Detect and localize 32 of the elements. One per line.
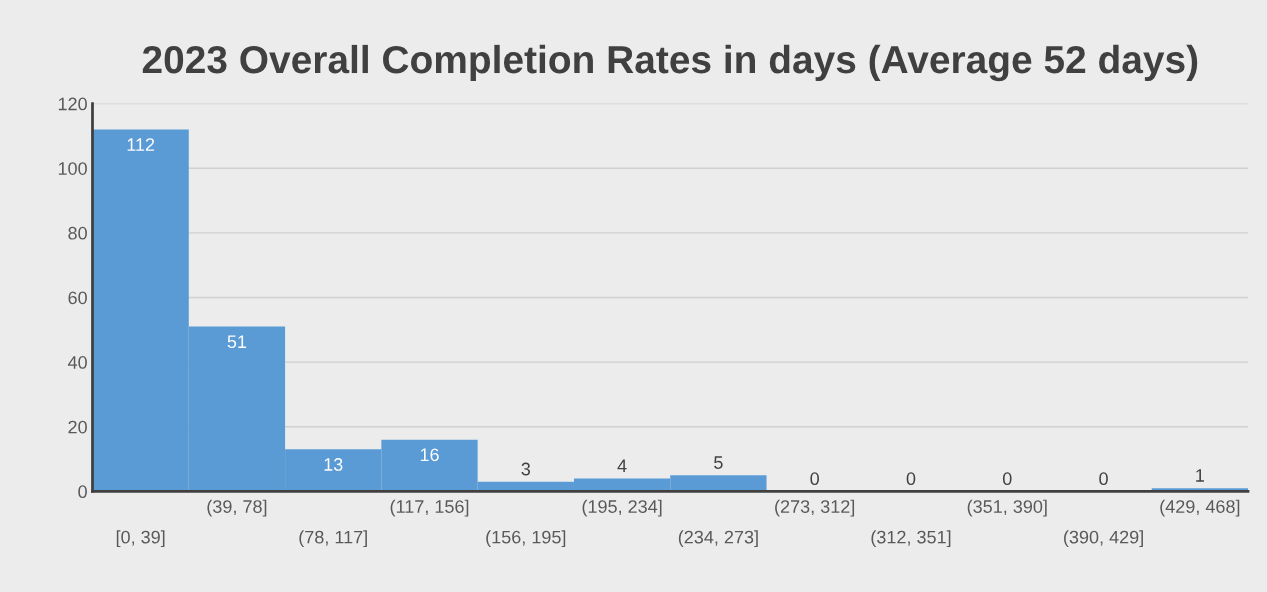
y-tick-label: 80 [68, 226, 87, 240]
x-tick-label: [0, 39] [116, 530, 165, 548]
data-label: 1 [1196, 469, 1204, 482]
data-label: 51 [227, 335, 247, 349]
x-tick-label: (390, 429] [1064, 530, 1143, 548]
data-label: 4 [617, 459, 627, 472]
data-label: 3 [521, 462, 531, 476]
x-tick-label: (429, 468] [1160, 499, 1240, 517]
x-tick-label: (234, 273] [678, 530, 758, 548]
y-tick-label: 120 [58, 97, 87, 111]
chart-title: 2023 Overall Completion Rates in days (Average 52 days) [142, 44, 1198, 82]
data-label: 0 [906, 472, 916, 486]
data-label: 112 [127, 138, 155, 151]
x-tick-label: (78, 117] [299, 530, 367, 548]
data-label: 0 [810, 472, 819, 486]
data-label: 0 [1099, 472, 1108, 486]
y-tick-label: 20 [68, 420, 87, 434]
data-label: 5 [714, 456, 723, 469]
x-tick-label: (351, 390] [967, 499, 1047, 517]
y-tick-label: 40 [67, 356, 87, 369]
data-label: 13 [324, 458, 343, 471]
x-tick-label: (273, 312] [775, 499, 855, 517]
y-tick-label: 60 [68, 291, 87, 305]
x-tick-label: (312, 351] [871, 530, 951, 548]
y-tick-label: 100 [58, 162, 87, 175]
x-tick-label: (195, 234] [582, 499, 662, 517]
data-label: 0 [1002, 472, 1012, 486]
x-tick-label: (156, 195] [486, 530, 566, 548]
x-tick-label: (117, 156] [390, 499, 469, 517]
x-tick-label: (39, 78] [207, 499, 267, 517]
y-tick-label: 0 [78, 485, 87, 499]
data-label: 16 [420, 448, 439, 462]
